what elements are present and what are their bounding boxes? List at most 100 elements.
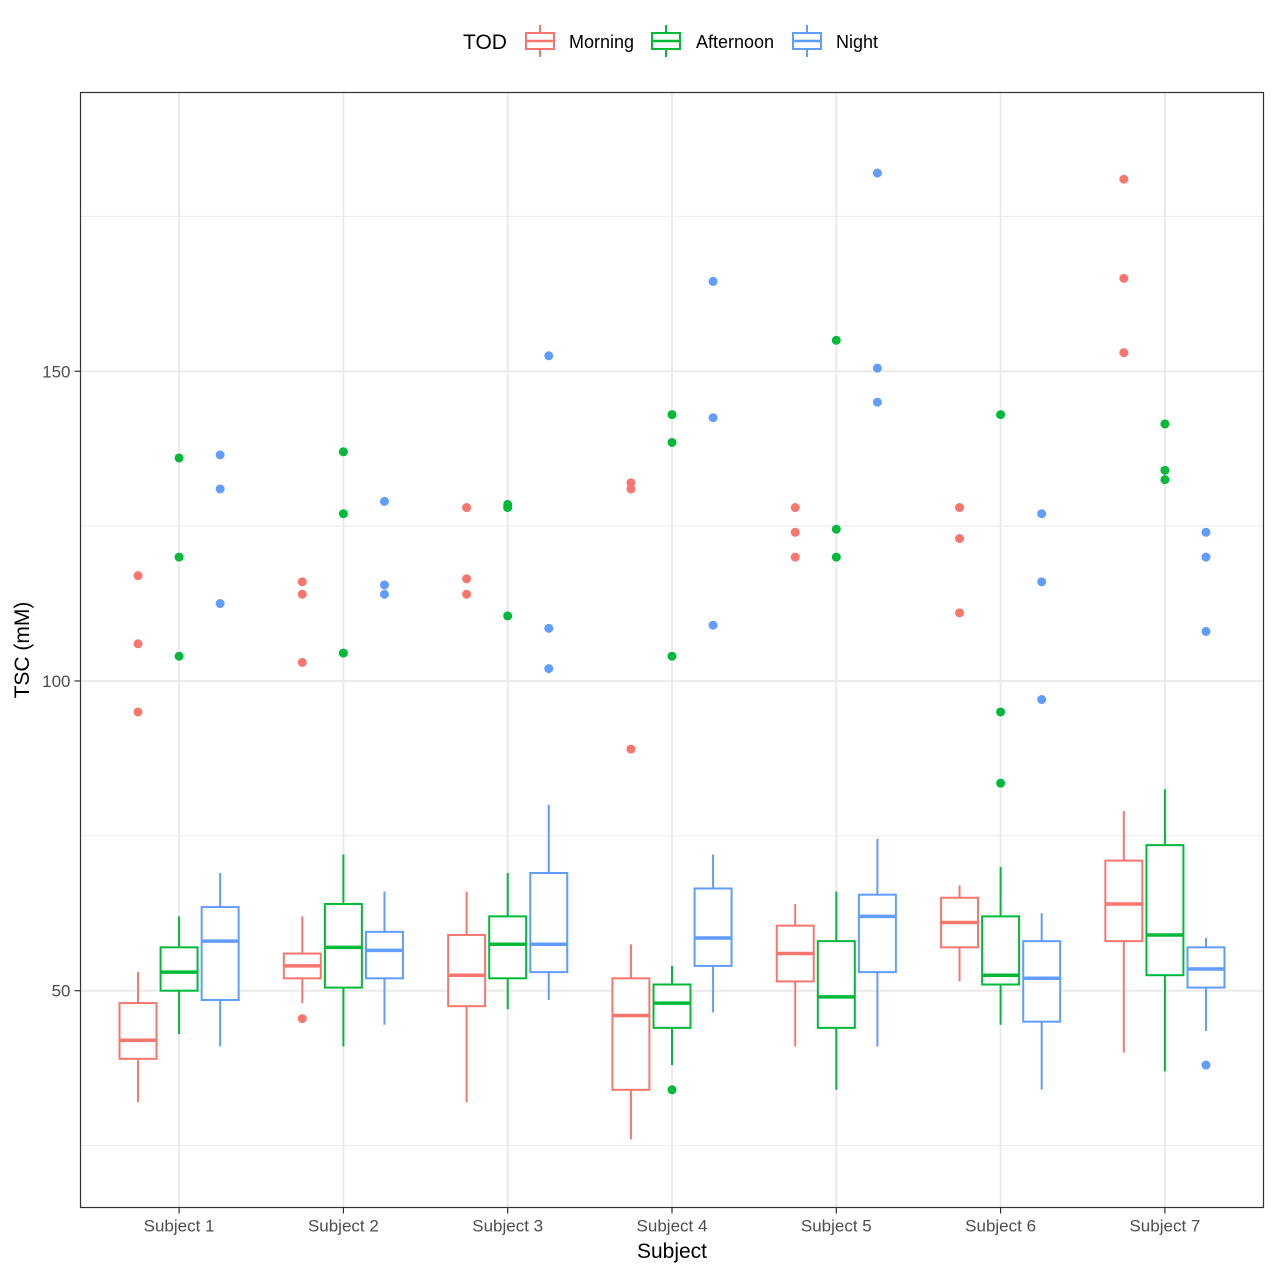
outlier-point [297,589,307,599]
box-afternoon [981,410,1021,1025]
legend: TOD Morning Afternoon Night [463,25,878,57]
outlier-point [831,552,841,562]
x-tick-label: Subject 5 [801,1217,872,1236]
box-morning [447,503,487,1103]
outlier-point [338,509,348,519]
outlier-point [996,778,1006,788]
box-morning [282,577,322,1024]
outlier-point [667,437,677,447]
box-night [529,351,569,1000]
box-morning [611,478,651,1140]
outlier-point [462,589,472,599]
outlier-point [626,484,636,494]
legend-label-afternoon: Afternoon [696,32,774,52]
outlier-point [872,397,882,407]
box-morning [940,503,980,982]
outlier-point [1037,695,1047,705]
iqr-box [529,872,569,974]
outlier-point [215,450,225,460]
legend-key-morning [525,25,555,57]
legend-key-night [792,25,822,57]
outlier-point [544,664,554,674]
outlier-point [790,552,800,562]
outlier-point [1119,174,1129,184]
outlier-point [790,503,800,513]
outlier-point [626,478,636,488]
outlier-point [462,503,472,513]
x-tick-label: Subject 3 [472,1217,543,1236]
legend-key-afternoon [651,25,681,57]
x-tick-label: Subject 1 [144,1217,215,1236]
iqr-box [159,946,199,992]
outlier-point [708,276,718,286]
box-night [693,276,733,1013]
legend-label-morning: Morning [569,32,634,52]
x-tick-label: Subject 4 [637,1217,708,1236]
outlier-point [503,499,513,509]
series-night [200,168,1226,1090]
iqr-box [981,915,1021,986]
outlier-point [297,657,307,667]
iqr-box [488,915,528,980]
box-afternoon [652,410,692,1095]
outlier-point [872,363,882,373]
series-afternoon [159,335,1185,1095]
box-afternoon [159,453,199,1035]
iqr-box [118,1002,158,1060]
outlier-point [174,651,184,661]
box-afternoon [488,499,528,1010]
outlier-point [708,620,718,630]
outlier-point [626,744,636,754]
x-tick-label: Subject 7 [1129,1217,1200,1236]
outlier-point [1201,1060,1211,1070]
x-tick-label: Subject 6 [965,1217,1036,1236]
box-afternoon [1145,419,1185,1072]
outlier-point [133,707,143,717]
box-afternoon [816,335,856,1090]
outlier-point [872,168,882,178]
iqr-box [447,933,487,1008]
outlier-point [133,571,143,581]
outlier-point [667,410,677,420]
iqr-box [816,940,856,1029]
outlier-point [379,589,389,599]
iqr-box [200,906,240,1001]
box-night [1022,509,1062,1090]
iqr-box [652,983,692,1029]
iqr-box [857,893,897,974]
outlier-point [1160,465,1170,475]
iqr-box [1022,940,1062,1023]
outlier-point [708,413,718,423]
outlier-point [174,453,184,463]
outlier-point [379,580,389,590]
outlier-point [1037,509,1047,519]
outlier-point [462,574,472,584]
box-night [1186,527,1226,1070]
x-axis-title: Subject [637,1240,707,1263]
outlier-point [297,1014,307,1024]
box-morning [1104,174,1144,1053]
outlier-point [544,351,554,361]
box-afternoon [323,447,363,1047]
series-morning [118,174,1144,1140]
outlier-point [1037,577,1047,587]
iqr-box [1104,859,1144,943]
outlier-point [338,447,348,457]
outlier-point [1160,475,1170,485]
outlier-point [955,534,965,543]
outlier-point [297,577,307,587]
box-night [857,168,897,1047]
y-axis-title: TSC (mM) [11,602,34,699]
box-night [364,496,404,1025]
outlier-point [790,527,800,537]
box-night [200,450,240,1047]
outlier-point [544,623,554,633]
outlier-point [1160,419,1170,429]
legend-title: TOD [463,31,507,54]
outlier-point [667,651,677,661]
outlier-point [955,503,965,513]
outlier-point [955,608,965,618]
outlier-point [831,524,841,534]
outlier-point [174,552,184,562]
